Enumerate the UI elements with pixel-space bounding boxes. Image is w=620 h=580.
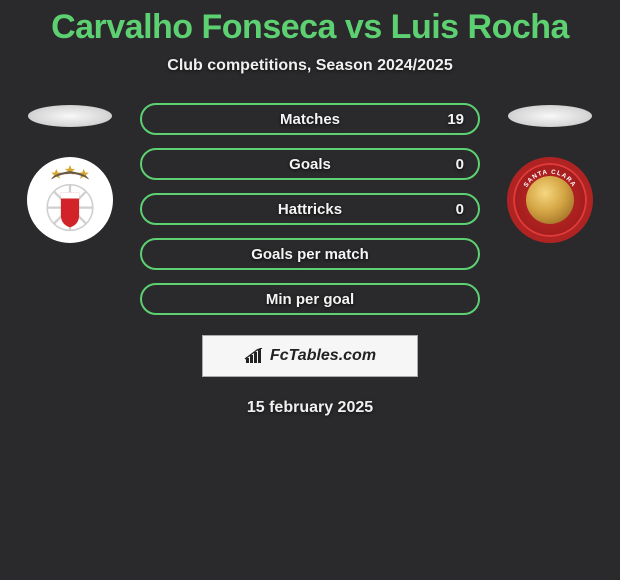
stat-bar-goals: Goals 0 <box>140 148 480 180</box>
page-title: Carvalho Fonseca vs Luis Rocha <box>51 8 569 47</box>
stats-area: Matches 19 Goals 0 Hattricks 0 Goals per… <box>0 103 620 315</box>
eagle-icon <box>526 176 574 224</box>
stat-bar-min-per-goal: Min per goal <box>140 283 480 315</box>
left-player-marker <box>28 105 112 127</box>
stat-label: Goals per match <box>251 246 369 263</box>
right-team-crest: SANTA CLARA AÇORES <box>507 157 593 243</box>
stat-bar-hattricks: Hattricks 0 <box>140 193 480 225</box>
stat-label: Hattricks <box>278 201 342 218</box>
stat-value-right: 0 <box>456 156 464 173</box>
stat-label: Min per goal <box>266 291 354 308</box>
stat-bar-goals-per-match: Goals per match <box>140 238 480 270</box>
date-text: 15 february 2025 <box>247 399 373 417</box>
stat-label: Matches <box>280 111 340 128</box>
left-player-column <box>20 103 120 243</box>
left-team-crest <box>27 157 113 243</box>
stat-label: Goals <box>289 156 331 173</box>
stat-value-right: 19 <box>447 111 464 128</box>
right-player-column: SANTA CLARA AÇORES <box>500 103 600 243</box>
bar-chart-icon <box>244 348 264 364</box>
right-player-marker <box>508 105 592 127</box>
stat-bar-matches: Matches 19 <box>140 103 480 135</box>
brand-link[interactable]: FcTables.com <box>202 335 418 377</box>
comparison-widget: Carvalho Fonseca vs Luis Rocha Club comp… <box>0 0 620 417</box>
stats-column: Matches 19 Goals 0 Hattricks 0 Goals per… <box>140 103 480 315</box>
benfica-crest-icon <box>32 162 108 238</box>
subtitle: Club competitions, Season 2024/2025 <box>167 57 452 75</box>
stat-value-right: 0 <box>456 201 464 218</box>
brand-text: FcTables.com <box>270 347 376 365</box>
